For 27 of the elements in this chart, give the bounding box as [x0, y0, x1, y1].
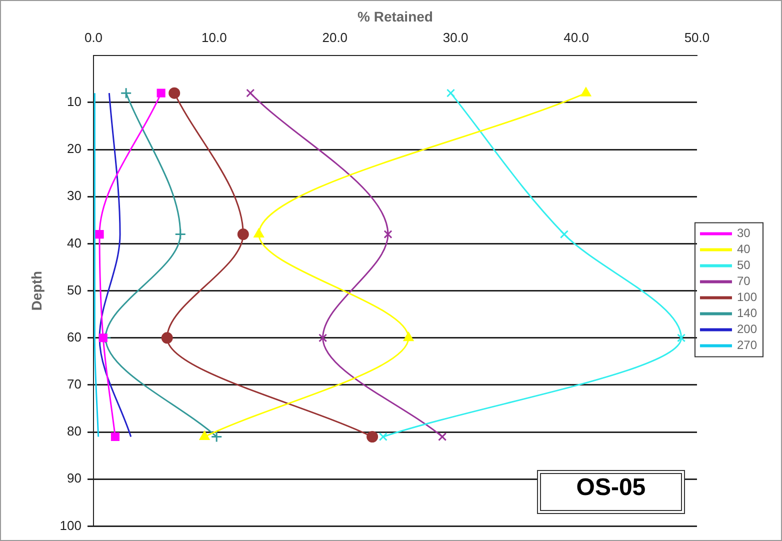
legend-label: 50 — [736, 258, 751, 272]
x-tick-label: 20.0 — [322, 30, 348, 46]
legend-label: 70 — [736, 274, 751, 288]
framed-label: OS-05 — [536, 470, 685, 514]
legend-label: 30 — [736, 226, 751, 240]
y-tick-label: 50 — [67, 282, 82, 298]
legend-label: 140 — [736, 306, 758, 320]
legend-label: 270 — [736, 338, 758, 352]
legend-label: 200 — [736, 322, 758, 336]
y-tick-label: 100 — [60, 518, 82, 533]
y-axis-title: Depth — [28, 270, 44, 311]
x-tick-label: 40.0 — [564, 30, 589, 46]
x-tick-label: 30.0 — [442, 30, 468, 46]
y-tick-label: 80 — [67, 424, 82, 439]
y-tick-label: 20 — [67, 141, 82, 156]
legend-label: 40 — [736, 242, 751, 256]
x-axis-title: % Retained — [358, 8, 433, 24]
y-tick-label: 90 — [67, 470, 82, 486]
y-tick-label: 30 — [67, 188, 82, 204]
x-tick-label: 0.0 — [84, 30, 103, 46]
y-tick-label: 10 — [67, 94, 82, 110]
x-tick-label: 50.0 — [684, 30, 710, 46]
x-tick-label: 10.0 — [202, 30, 227, 46]
legend-label: 100 — [736, 290, 758, 304]
y-tick-label: 70 — [67, 376, 82, 392]
y-tick-label: 40 — [67, 235, 82, 250]
y-tick-label: 60 — [67, 329, 82, 344]
